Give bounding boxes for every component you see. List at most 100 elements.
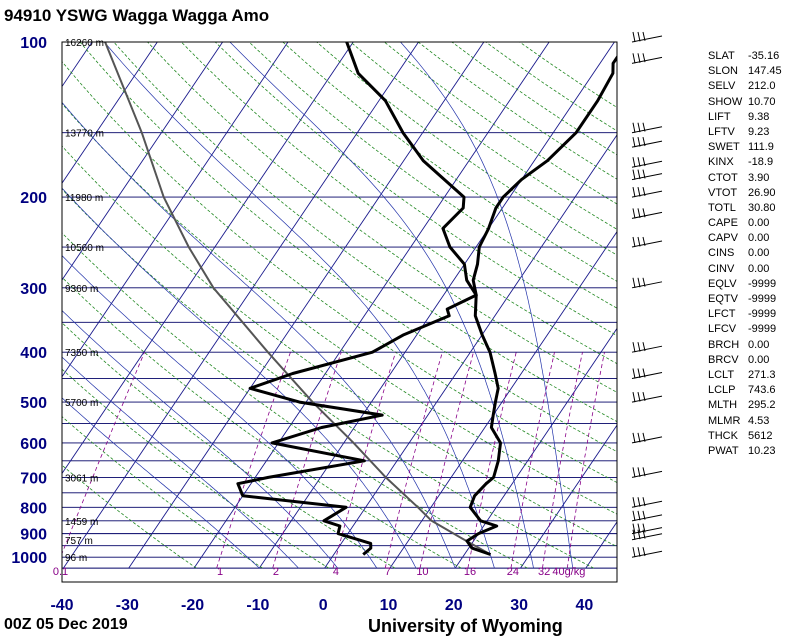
mixing-ratio-line — [272, 352, 342, 569]
mixing-ratio-label: 2 — [273, 566, 279, 578]
pressure-tick-label: 200 — [20, 190, 47, 207]
index-name: CAPE — [708, 217, 738, 230]
temperature-tick-label: 20 — [445, 597, 463, 614]
index-row: EQLV -9999 — [708, 277, 798, 292]
index-value: 10.23 — [748, 444, 776, 457]
dry-adiabat — [62, 188, 594, 569]
index-value: -9999 — [748, 277, 777, 290]
index-row: LCLP 743.6 — [708, 383, 798, 398]
index-value: 0.00 — [748, 232, 770, 245]
pressure-tick-label: 700 — [20, 470, 47, 487]
wind-barb — [631, 169, 663, 181]
index-value: 30.80 — [748, 201, 776, 214]
moist-adiabat — [62, 255, 378, 569]
mixing-ratio-label: 4 — [333, 566, 339, 578]
index-row: TOTL 30.80 — [708, 201, 798, 216]
temperature-tick-label: -20 — [181, 597, 204, 614]
index-value: 147.45 — [748, 65, 782, 78]
index-value: -35.16 — [748, 50, 780, 62]
index-row: CAPE 0.00 — [708, 216, 798, 231]
moist-adiabat — [62, 187, 417, 569]
moist-adiabat — [229, 42, 534, 569]
dry-adiabat — [147, 42, 617, 393]
index-name: SELV — [708, 80, 736, 93]
index-row: CTOT 3.90 — [708, 171, 798, 186]
index-row: LFTV 9.23 — [708, 125, 798, 140]
index-row: BRCH 0.00 — [708, 338, 798, 353]
wind-barb — [631, 277, 663, 289]
moist-adiabat — [62, 397, 260, 569]
wind-barb — [631, 529, 663, 541]
index-value: 295.2 — [748, 399, 776, 412]
wind-barb — [631, 391, 663, 403]
index-value: -18.9 — [748, 156, 774, 169]
index-name: TOTL — [708, 201, 736, 214]
index-name: SLAT — [708, 50, 735, 62]
index-value: 0.00 — [748, 217, 770, 230]
index-name: LFCT — [708, 308, 736, 321]
wind-barb — [631, 368, 663, 380]
index-name: LFTV — [708, 125, 735, 138]
index-name: SHOW — [708, 95, 743, 108]
index-name: LCLT — [708, 368, 735, 381]
dewpoint-profile — [236, 42, 478, 556]
dry-adiabat — [62, 464, 197, 569]
isotherm — [454, 327, 617, 569]
index-value: 0.00 — [748, 338, 770, 351]
parcel-path — [104, 42, 491, 556]
index-name: LFCV — [708, 323, 737, 336]
height-label: 5700 m — [65, 398, 98, 409]
index-name: CAPV — [708, 232, 738, 245]
index-row: SWET 111.9 — [708, 140, 798, 155]
index-name: THCK — [708, 429, 738, 442]
mixing-ratio-label: 1 — [217, 566, 223, 578]
temperature-tick-label: 0 — [319, 597, 328, 614]
temperature-tick-label: 10 — [380, 597, 398, 614]
mixing-ratio-line — [542, 352, 583, 569]
pressure-tick-label: 800 — [20, 500, 47, 517]
index-value: 743.6 — [748, 384, 776, 397]
index-name: VTOT — [708, 186, 738, 199]
index-name: LCLP — [708, 384, 736, 397]
mixing-ratio-label: 0.1 — [53, 566, 68, 578]
index-row: SLON 147.45 — [708, 64, 798, 79]
moist-adiabat — [62, 101, 456, 569]
index-value: 3.90 — [748, 171, 770, 184]
dry-adiabat — [62, 276, 462, 569]
temperature-profile — [465, 54, 617, 556]
isotherm — [128, 42, 485, 569]
index-name: BRCV — [708, 353, 739, 366]
height-label: 9360 m — [65, 284, 98, 295]
index-row: MLTH 295.2 — [708, 398, 798, 413]
index-row: THCK 5612 — [708, 429, 798, 444]
index-value: 0.00 — [748, 262, 770, 275]
temperature-tick-label: 30 — [510, 597, 528, 614]
index-value: 0.00 — [748, 353, 770, 366]
isotherm — [389, 230, 617, 569]
index-name: LIFT — [708, 110, 731, 123]
index-value: 4.53 — [748, 414, 770, 427]
temperature-tick-label: -10 — [246, 597, 269, 614]
index-value: 10.70 — [748, 95, 776, 108]
index-row: SELV 212.0 — [708, 79, 798, 94]
index-row: VTOT 26.90 — [708, 186, 798, 201]
pressure-tick-label: 400 — [20, 345, 47, 362]
height-label: 757 m — [65, 536, 93, 547]
index-row: SLAT -35.16 — [708, 49, 798, 64]
index-value: -9999 — [748, 293, 777, 305]
index-value: 5612 — [748, 429, 773, 442]
index-name: SWET — [708, 141, 740, 154]
index-row: LFCV -9999 — [708, 322, 798, 337]
isotherm — [324, 134, 617, 569]
index-row: CAPV 0.00 — [708, 231, 798, 246]
index-name: CINV — [708, 262, 735, 275]
index-value: 0.00 — [748, 247, 770, 260]
wind-barb — [631, 547, 663, 558]
index-row: PWAT 10.23 — [708, 444, 798, 459]
pressure-tick-label: 900 — [20, 527, 47, 544]
isotherm — [62, 42, 289, 378]
mixing-ratio-label: 16 — [464, 566, 476, 578]
dry-adiabat — [62, 102, 617, 515]
index-row: EQTV -9999 — [708, 292, 798, 307]
